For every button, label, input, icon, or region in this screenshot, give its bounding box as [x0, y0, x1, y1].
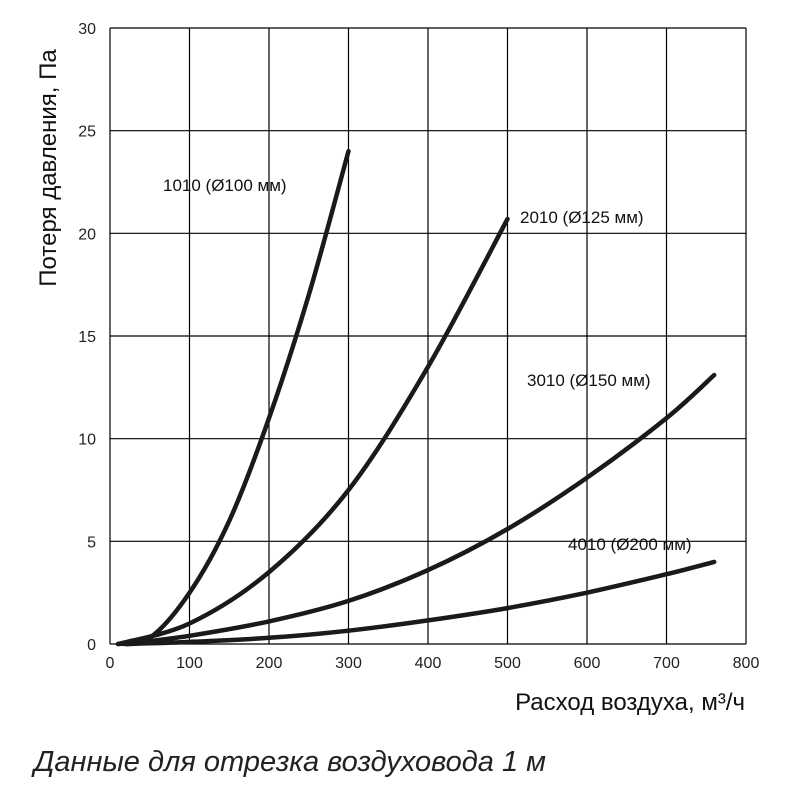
y-tick-label: 0	[87, 637, 96, 654]
x-tick-label: 200	[256, 655, 283, 672]
x-tick-label: 100	[176, 655, 203, 672]
x-tick-label: 400	[415, 655, 442, 672]
y-tick-label: 10	[78, 432, 96, 449]
x-axis-title: Расход воздуха, м³/ч	[515, 689, 745, 716]
series-line-2	[115, 216, 510, 647]
series-line-4	[123, 559, 717, 647]
y-tick-label: 5	[87, 534, 96, 551]
x-tick-label: 0	[106, 655, 115, 672]
y-tick-label: 25	[78, 124, 96, 141]
y-tick-label: 20	[78, 226, 96, 243]
series-label-4: 4010 (Ø200 мм)	[568, 535, 692, 554]
x-tick-label: 600	[574, 655, 601, 672]
series-lines	[115, 148, 717, 647]
axis-ticks: 0 100 200 300 400 500 600 700 800 0 5 10 15 20 25 30	[78, 21, 759, 672]
series-label-2: 2010 (Ø125 мм)	[520, 208, 644, 227]
series-line-3	[123, 372, 717, 647]
y-tick-label: 30	[78, 21, 96, 38]
x-tick-label: 800	[733, 655, 760, 672]
x-tick-label: 500	[494, 655, 521, 672]
chart-caption: Данные для отрезка воздуховода 1 м	[34, 746, 547, 778]
y-axis-title: Потеря давления, Па	[35, 49, 62, 287]
x-tick-label: 700	[653, 655, 680, 672]
series-line-1	[115, 148, 351, 647]
pressure-loss-chart: 0 100 200 300 400 500 600 700 800 0 5 10 15 20 25 30 10…	[35, 21, 759, 716]
chart-grid	[109, 27, 747, 645]
series-labels: 1010 (Ø100 мм) 2010 (Ø125 мм) 3010 (Ø150 м…	[163, 176, 692, 554]
series-label-3: 3010 (Ø150 мм)	[527, 371, 651, 390]
x-tick-label: 300	[335, 655, 362, 672]
series-label-1: 1010 (Ø100 мм)	[163, 176, 287, 195]
y-tick-label: 15	[78, 329, 96, 346]
